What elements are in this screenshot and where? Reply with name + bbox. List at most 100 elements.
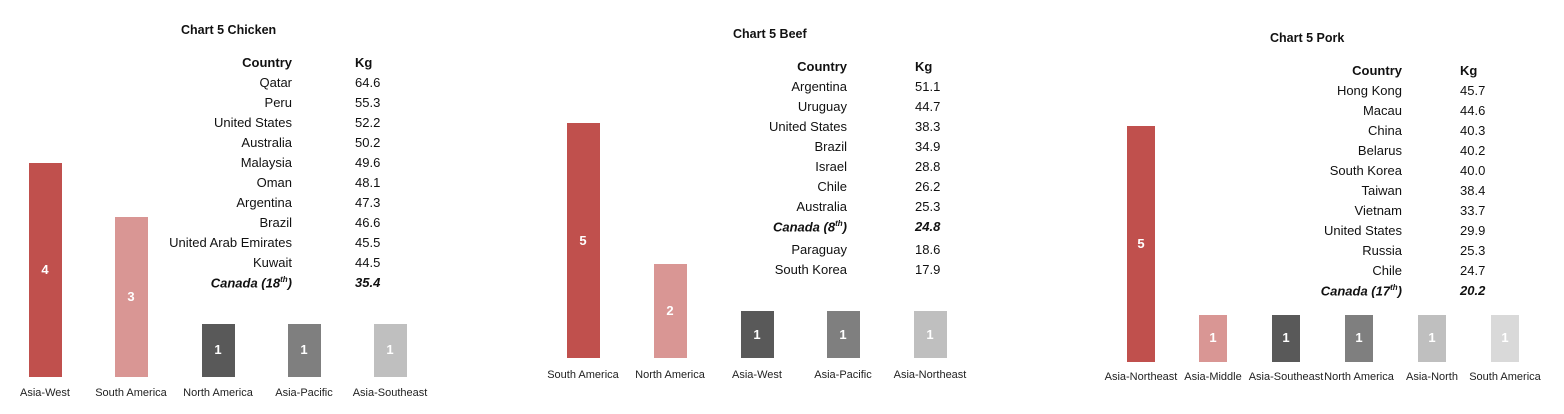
bar (28, 163, 62, 377)
country-cell: United States (1323, 223, 1402, 238)
kg-cell: 51.1 (915, 79, 941, 94)
rank-suffix: th (835, 219, 843, 228)
country-cell: Canada (18th) (210, 275, 292, 291)
country-cell: Russia (1362, 243, 1402, 258)
kg-cell: 45.7 (1460, 83, 1486, 98)
country-cell: Argentina (791, 79, 847, 94)
bar-value-label: 1 (753, 326, 761, 342)
bar (1491, 314, 1519, 362)
country-cell: Paraguay (791, 242, 847, 257)
country-cell: Australia (241, 135, 292, 150)
bar-value-label: 2 (666, 303, 674, 318)
category-label: South America (547, 369, 619, 381)
country-cell: China (1368, 123, 1402, 138)
rank-suffix: th (280, 275, 288, 284)
category-label: Asia-Middle (1184, 371, 1242, 383)
kg-cell: 40.2 (1460, 143, 1486, 158)
bar-value-label: 3 (127, 288, 135, 304)
bar-value-label: 5 (1137, 236, 1145, 251)
bar-value-label: 1 (1428, 330, 1436, 346)
category-label: Asia-West (732, 369, 782, 381)
kg-cell: 24.8 (915, 219, 941, 234)
country-cell: Canada (17th) (1320, 283, 1402, 299)
category-label: South America (95, 387, 167, 399)
category-label: Asia-West (20, 387, 70, 399)
category-label: Asia-Southeast (352, 387, 428, 399)
bar (740, 311, 774, 358)
kg-cell: 55.3 (355, 95, 381, 110)
chicken-title: Chart 5 Chicken (181, 23, 277, 37)
beef-table: Country Kg Argentina 51.1 Uruguay 44.7 United … (700, 59, 950, 284)
kg-cell: 25.3 (915, 199, 941, 214)
kg-cell: 35.4 (355, 275, 381, 290)
kg-cell: Kg (355, 55, 373, 70)
kg-cell: 45.5 (355, 235, 381, 250)
country-cell: United States (768, 119, 847, 134)
kg-cell: 28.8 (915, 159, 941, 174)
bar (373, 323, 407, 377)
kg-cell: 64.6 (355, 75, 381, 90)
country-cell: Brazil (814, 139, 847, 154)
country-cell: South Korea (1329, 163, 1402, 178)
kg-cell: 38.4 (1460, 183, 1486, 198)
country-cell: Vietnam (1354, 203, 1402, 218)
kg-cell: 44.5 (355, 255, 381, 270)
bar-value-label: 1 (300, 342, 308, 358)
bar-value-label: 1 (839, 326, 847, 342)
bar (1345, 314, 1373, 362)
category-label: South America (1469, 371, 1541, 383)
country-cell: Peru (264, 95, 292, 110)
bar (653, 264, 687, 358)
country-cell: United States (213, 115, 292, 130)
country-cell: Taiwan (1361, 183, 1402, 198)
country-cell: Qatar (259, 75, 292, 90)
bar-value-label: 1 (1209, 330, 1217, 346)
category-label: Asia-Southeast (1248, 371, 1324, 383)
kg-cell: 33.7 (1460, 203, 1486, 218)
country-cell: Argentina (236, 195, 292, 210)
bar-value-label: 1 (926, 326, 934, 342)
kg-cell: 44.7 (915, 99, 941, 114)
bar-value-label: 5 (579, 232, 587, 248)
country-cell: South Korea (774, 262, 847, 277)
country-cell: Canada (8th) (772, 219, 847, 235)
bar (1127, 126, 1155, 362)
country-cell: Malaysia (240, 155, 292, 170)
bar-value-label: 1 (1501, 330, 1509, 346)
bar-value-label: 1 (214, 342, 222, 358)
country-cell: Chile (817, 179, 847, 194)
category-label: Asia-North (1406, 371, 1458, 383)
kg-cell: 29.9 (1460, 223, 1486, 238)
kg-cell: 17.9 (915, 262, 941, 277)
bar (1418, 314, 1446, 362)
bar-value-label: 1 (1282, 330, 1290, 346)
category-label: North America (1324, 371, 1394, 383)
kg-cell: 50.2 (355, 135, 381, 150)
kg-cell: 26.2 (915, 179, 941, 194)
kg-cell: 38.3 (915, 119, 941, 134)
kg-cell: 46.6 (355, 215, 381, 230)
country-cell: Israel (815, 159, 847, 174)
country-cell: Chile (1372, 263, 1402, 278)
kg-cell: 52.2 (355, 115, 381, 130)
beef-title: Chart 5 Beef (733, 27, 807, 41)
country-cell: Country (797, 59, 847, 74)
bar (201, 323, 235, 377)
kg-cell: 34.9 (915, 139, 941, 154)
category-label: North America (183, 387, 253, 399)
bar-value-label: 1 (1355, 330, 1363, 346)
pork-table: Country Kg Hong Kong 45.7 Macau 44.6 China 40.3… (1240, 63, 1490, 308)
kg-cell: 44.6 (1460, 103, 1486, 118)
country-cell: Brazil (259, 215, 292, 230)
bar-value-label: 4 (41, 262, 49, 277)
country-cell: Belarus (1357, 143, 1402, 158)
kg-cell: Kg (1460, 63, 1478, 78)
category-label: Asia-Pacific (275, 387, 333, 399)
country-cell: Kuwait (252, 255, 292, 270)
bar (114, 216, 148, 377)
kg-cell: 20.2 (1460, 283, 1486, 298)
bar (566, 123, 600, 358)
chicken-table: Country Kg Qatar 64.6 Peru 55.3 United States 5… (150, 55, 400, 300)
kg-cell: 24.7 (1460, 263, 1486, 278)
rank-suffix: th (1390, 283, 1398, 292)
